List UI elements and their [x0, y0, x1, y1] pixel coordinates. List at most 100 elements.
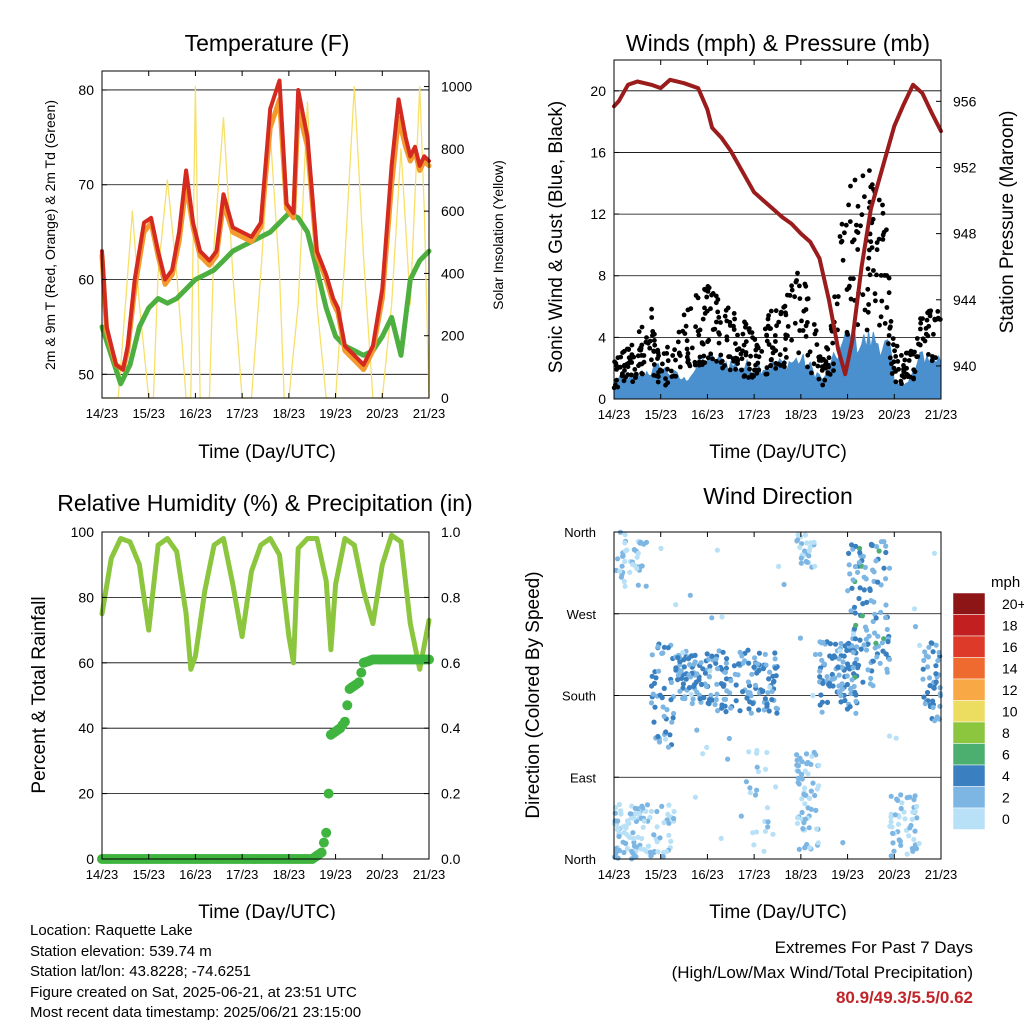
x-tick-label: 19/23	[831, 867, 864, 882]
figure-created: Figure created on Sat, 2025-06-21, at 23…	[30, 983, 357, 1001]
direction-point	[846, 550, 852, 557]
legend-swatch	[952, 614, 986, 637]
direction-point	[805, 805, 811, 811]
gust-point	[802, 281, 808, 287]
gust-point	[824, 345, 829, 350]
direction-point	[881, 636, 887, 642]
x-tick-label: 20/23	[878, 407, 911, 422]
gust-point	[782, 364, 787, 370]
gust-point	[926, 323, 932, 329]
direction-point	[708, 692, 714, 698]
direction-point	[656, 668, 662, 674]
gust-point	[848, 183, 853, 189]
direction-point	[802, 785, 808, 791]
gust-point	[884, 227, 889, 233]
direction-point	[935, 658, 941, 664]
gust-point	[700, 359, 706, 365]
gust-point	[797, 296, 803, 301]
direction-point	[612, 810, 618, 816]
gust-point	[931, 331, 936, 337]
gust-point	[890, 336, 896, 341]
direction-point	[746, 749, 752, 755]
x-tick-label: 21/23	[413, 867, 446, 882]
direction-point	[651, 719, 657, 725]
direction-point	[849, 585, 855, 591]
direction-point	[681, 657, 687, 663]
direction-point	[747, 790, 753, 796]
direction-point	[808, 761, 814, 768]
direction-point	[868, 598, 874, 604]
gust-point	[619, 373, 625, 379]
direction-point	[861, 574, 867, 580]
gust-point	[792, 294, 797, 300]
direction-point	[855, 569, 861, 575]
direction-point	[798, 555, 804, 561]
legend-swatch	[952, 592, 986, 615]
station-location: Location: Raquette Lake	[30, 922, 193, 939]
temp-y-tick-label: 60	[78, 272, 94, 288]
direction-point	[737, 649, 743, 656]
direction-point	[890, 830, 896, 837]
gust-point	[715, 309, 721, 315]
gust-point	[925, 310, 930, 316]
gust-point	[910, 351, 916, 357]
direction-point	[690, 696, 696, 702]
direction-point	[895, 821, 902, 827]
gust-point	[902, 357, 908, 363]
wind-y-label: Sonic Wind & Gust (Blue, Black)	[546, 101, 567, 373]
legend-label: 18	[1002, 617, 1018, 633]
direction-point	[856, 595, 862, 602]
direction-point	[870, 618, 876, 625]
direction-point	[724, 688, 730, 694]
direction-point	[767, 684, 773, 690]
gust-point	[869, 245, 875, 251]
gust-point	[785, 324, 791, 329]
gust-point	[768, 308, 774, 314]
gust-point	[629, 372, 634, 378]
direction-point	[631, 815, 637, 821]
gust-point	[702, 305, 707, 311]
direction-tick-label: East	[570, 770, 596, 785]
direction-point	[821, 661, 828, 667]
gust-point	[874, 240, 880, 246]
legend-swatch	[952, 743, 986, 766]
direction-point	[795, 815, 801, 821]
direction-point	[680, 695, 686, 702]
gust-point	[878, 273, 884, 278]
gust-point	[675, 339, 681, 345]
direction-point	[654, 808, 660, 815]
direction-point	[856, 560, 862, 566]
gust-point	[868, 239, 874, 245]
direction-point	[631, 843, 638, 849]
gust-point	[924, 317, 930, 323]
direction-point	[846, 562, 852, 568]
direction-point	[799, 759, 805, 765]
direction-point	[937, 685, 943, 691]
gust-point	[651, 362, 657, 367]
direction-point	[731, 663, 738, 669]
station-elevation: Station elevation: 539.74 m	[30, 942, 212, 960]
direction-point	[898, 805, 904, 812]
gust-point	[697, 359, 702, 365]
direction-point	[677, 688, 683, 694]
direction-point	[925, 664, 931, 670]
direction-point	[640, 824, 646, 830]
gust-point	[782, 303, 788, 309]
gust-point	[620, 350, 625, 355]
gust-point	[782, 347, 788, 352]
solar-y-tick-label: 600	[441, 203, 465, 219]
temperature-plot-frame	[101, 70, 430, 399]
direction-point	[743, 779, 750, 785]
gust-point	[704, 294, 710, 300]
direction-point	[907, 825, 913, 831]
direction-point	[700, 666, 706, 672]
gust-point	[650, 329, 656, 334]
direction-point	[725, 756, 731, 762]
gust-point	[832, 294, 837, 300]
direction-point	[845, 588, 851, 594]
direction-point	[842, 697, 848, 704]
gust-point	[748, 353, 753, 359]
gust-point	[716, 315, 722, 320]
x-tick-label: 17/23	[738, 407, 771, 422]
gust-point	[872, 291, 878, 297]
